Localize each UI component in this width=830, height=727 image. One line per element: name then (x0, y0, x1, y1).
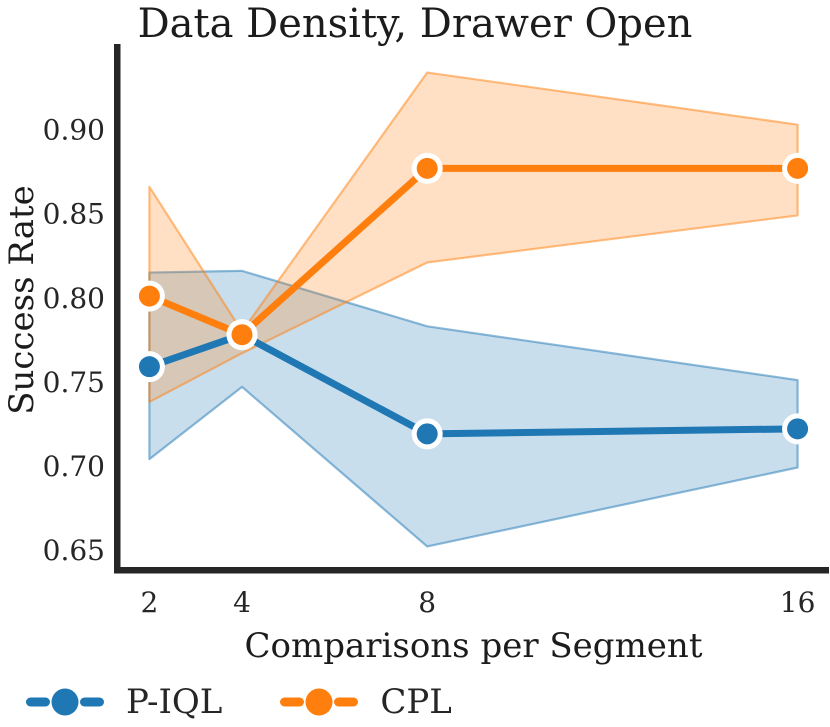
y-tick-label: 0.85 (43, 198, 105, 231)
x-tick-label: 16 (780, 586, 816, 619)
legend-label-cpl: CPL (380, 682, 452, 722)
cpl-marker (416, 157, 438, 179)
x-axis-label: Comparisons per Segment (244, 626, 703, 666)
cpl-confidence-band (148, 71, 799, 404)
y-tick-label: 0.80 (43, 282, 105, 315)
x-axis-spine (114, 567, 829, 574)
legend: P-IQL CPL (26, 682, 452, 722)
cpl-marker (787, 157, 809, 179)
p-iql-confidence-band (148, 269, 799, 548)
p-iql-marker (416, 423, 438, 445)
p-iql-marker (138, 356, 160, 378)
x-tick-label: 4 (233, 586, 251, 619)
x-tick-label: 2 (140, 586, 158, 619)
p-iql-marker (787, 418, 809, 440)
piql-line-marker-icon (26, 688, 104, 716)
y-tick-label: 0.65 (43, 534, 105, 567)
p-iql-line (145, 331, 802, 438)
x-tick-label: 8 (418, 586, 436, 619)
cpl-line-marker-icon (280, 688, 359, 716)
legend-item-piql: P-IQL (26, 682, 222, 722)
y-tick-label: 0.90 (43, 114, 105, 147)
legend-label-piql: P-IQL (126, 682, 223, 722)
cpl-line (145, 164, 802, 339)
y-axis-spine (114, 44, 121, 574)
y-tick-label: 0.70 (43, 450, 105, 483)
cpl-marker (138, 285, 160, 307)
y-tick-label: 0.75 (43, 366, 105, 399)
chart-title: Data Density, Drawer Open (137, 1, 693, 47)
cpl-marker (231, 324, 253, 346)
legend-item-cpl: CPL (280, 682, 452, 722)
